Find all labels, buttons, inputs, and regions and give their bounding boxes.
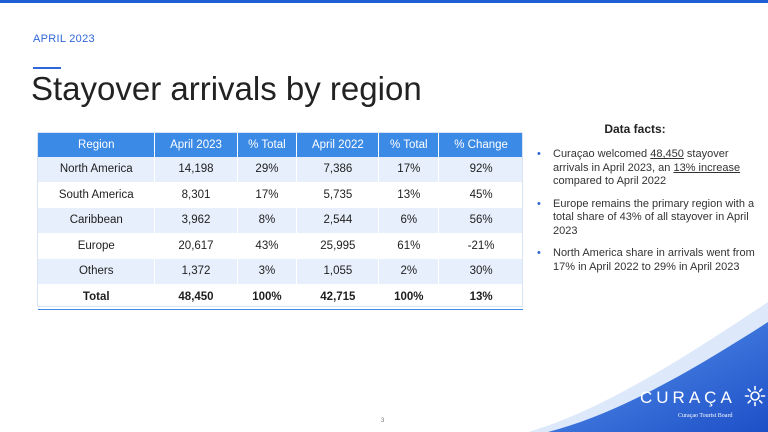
column-header: April 2022 xyxy=(296,133,380,157)
bullet-icon: • xyxy=(537,197,541,210)
fact-item: • North America share in arrivals went f… xyxy=(537,247,759,274)
table-cell: 2,544 xyxy=(296,207,380,234)
table-cell: 14,198 xyxy=(154,157,238,183)
fact-highlight: 13% increase xyxy=(673,161,741,174)
date-eyebrow: APRIL 2023 xyxy=(33,33,95,45)
table-cell: 3% xyxy=(237,258,298,285)
fact-text: Curaçao welcomed xyxy=(553,148,651,160)
fact-item: • Curaçao welcomed 48,450 stayover arriv… xyxy=(537,148,759,189)
table-cell: Europe xyxy=(38,233,156,259)
table-cell: 48,450 xyxy=(154,283,238,310)
table-cell: Total xyxy=(38,283,156,310)
top-accent-rule xyxy=(0,0,768,3)
page-title: Stayover arrivals by region xyxy=(31,70,422,107)
facts-list: • Curaçao welcomed 48,450 stayover arriv… xyxy=(537,148,759,283)
table-cell: 2% xyxy=(378,258,440,285)
logo-text: CURAÇA xyxy=(640,388,735,407)
table-cell: 20,617 xyxy=(154,233,238,259)
table-cell: 5,735 xyxy=(296,182,380,208)
table-row: Europe 20,617 43% 25,995 61% -21% xyxy=(38,233,523,259)
table-total-row: Total 48,450 100% 42,715 100% 13% xyxy=(38,283,523,310)
table-cell: 100% xyxy=(237,283,298,310)
table-cell: 56% xyxy=(438,207,523,234)
fact-text: North America share in arrivals went fro… xyxy=(553,247,755,273)
bullet-icon: • xyxy=(537,247,541,259)
brand-tagline: Curaçao Tourist Board xyxy=(678,413,733,419)
table-cell: 100% xyxy=(378,283,440,310)
fact-highlight: 48,450 xyxy=(650,148,684,160)
bullet-icon: • xyxy=(537,148,541,160)
table-cell: -21% xyxy=(438,233,523,259)
table-row: North America 14,198 29% 7,386 17% 92% xyxy=(38,157,523,183)
fact-text: compared to April 2022 xyxy=(553,175,667,187)
table-cell: 29% xyxy=(237,157,298,183)
arrivals-table: Region April 2023 % Total April 2022 % T… xyxy=(38,133,523,310)
column-header: % Change xyxy=(438,133,523,157)
table-cell: Caribbean xyxy=(38,207,156,234)
column-header: April 2023 xyxy=(154,133,238,157)
table-header-row: Region April 2023 % Total April 2022 % T… xyxy=(38,133,523,157)
brand-wave-graphic xyxy=(528,302,768,432)
table-cell: 42,715 xyxy=(296,283,380,310)
table-cell: 17% xyxy=(237,182,298,208)
table-cell: Others xyxy=(38,258,156,285)
facts-heading: Data facts: xyxy=(604,122,666,136)
table-cell: North America xyxy=(38,157,156,183)
page-number: 3 xyxy=(381,418,385,424)
table-row: Others 1,372 3% 1,055 2% 30% xyxy=(38,258,523,285)
table-cell: 6% xyxy=(378,207,440,234)
table-cell: 43% xyxy=(237,233,298,259)
fact-text: stayover arrivals in April 2023, an xyxy=(553,148,729,174)
fact-text: Europe remains the primary region with a… xyxy=(553,197,755,237)
table-cell: 13% xyxy=(378,182,440,208)
table-cell: 45% xyxy=(438,182,523,208)
column-header: % Total xyxy=(237,133,298,157)
table-cell: 25,995 xyxy=(296,233,380,259)
table-cell: 1,372 xyxy=(154,258,238,285)
table-cell: 1,055 xyxy=(296,258,380,285)
table-cell: 61% xyxy=(378,233,440,259)
column-header: Region xyxy=(38,133,156,157)
table-cell: South America xyxy=(38,182,156,208)
title-accent-line xyxy=(33,67,61,69)
column-header: % Total xyxy=(378,133,440,157)
table-cell: 8% xyxy=(237,207,298,234)
table-cell: 30% xyxy=(438,258,523,285)
table-cell: 92% xyxy=(438,157,523,183)
table-cell: 17% xyxy=(378,157,440,183)
table-row: Caribbean 3,962 8% 2,544 6% 56% xyxy=(38,207,523,234)
sun-icon xyxy=(744,385,765,407)
table-cell: 7,386 xyxy=(296,157,380,183)
table-cell: 8,301 xyxy=(154,182,238,208)
brand-logo: CURAÇA xyxy=(640,385,766,408)
fact-item: • Europe remains the primary region with… xyxy=(537,198,759,239)
table-cell: 3,962 xyxy=(154,207,238,234)
table-cell: 13% xyxy=(438,283,523,310)
table-row: South America 8,301 17% 5,735 13% 45% xyxy=(38,182,523,208)
